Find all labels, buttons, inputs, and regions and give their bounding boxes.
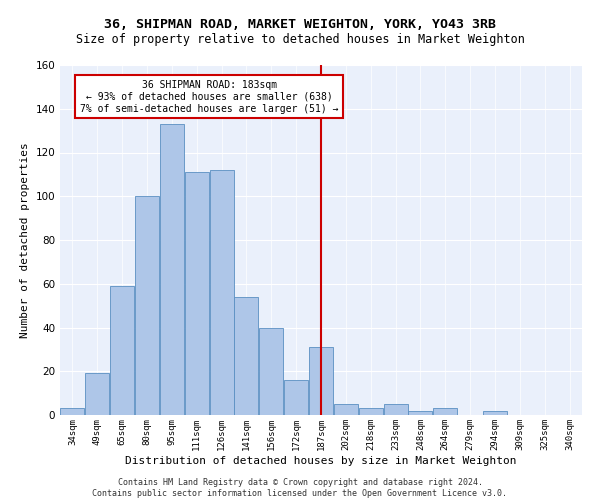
Bar: [259, 328, 283, 415]
Bar: [85, 374, 109, 415]
Bar: [61, 408, 85, 415]
Text: Contains HM Land Registry data © Crown copyright and database right 2024.
Contai: Contains HM Land Registry data © Crown c…: [92, 478, 508, 498]
Text: 36, SHIPMAN ROAD, MARKET WEIGHTON, YORK, YO43 3RB: 36, SHIPMAN ROAD, MARKET WEIGHTON, YORK,…: [104, 18, 496, 30]
Y-axis label: Number of detached properties: Number of detached properties: [20, 142, 30, 338]
Bar: [185, 172, 209, 415]
Bar: [433, 408, 457, 415]
Bar: [483, 410, 507, 415]
Text: Size of property relative to detached houses in Market Weighton: Size of property relative to detached ho…: [76, 32, 524, 46]
X-axis label: Distribution of detached houses by size in Market Weighton: Distribution of detached houses by size …: [125, 456, 517, 466]
Bar: [135, 196, 159, 415]
Bar: [209, 170, 233, 415]
Bar: [235, 297, 259, 415]
Bar: [110, 286, 134, 415]
Bar: [359, 408, 383, 415]
Text: 36 SHIPMAN ROAD: 183sqm
← 93% of detached houses are smaller (638)
7% of semi-de: 36 SHIPMAN ROAD: 183sqm ← 93% of detache…: [80, 80, 338, 114]
Bar: [284, 380, 308, 415]
Bar: [309, 347, 333, 415]
Bar: [334, 404, 358, 415]
Bar: [160, 124, 184, 415]
Bar: [383, 404, 407, 415]
Bar: [409, 410, 433, 415]
